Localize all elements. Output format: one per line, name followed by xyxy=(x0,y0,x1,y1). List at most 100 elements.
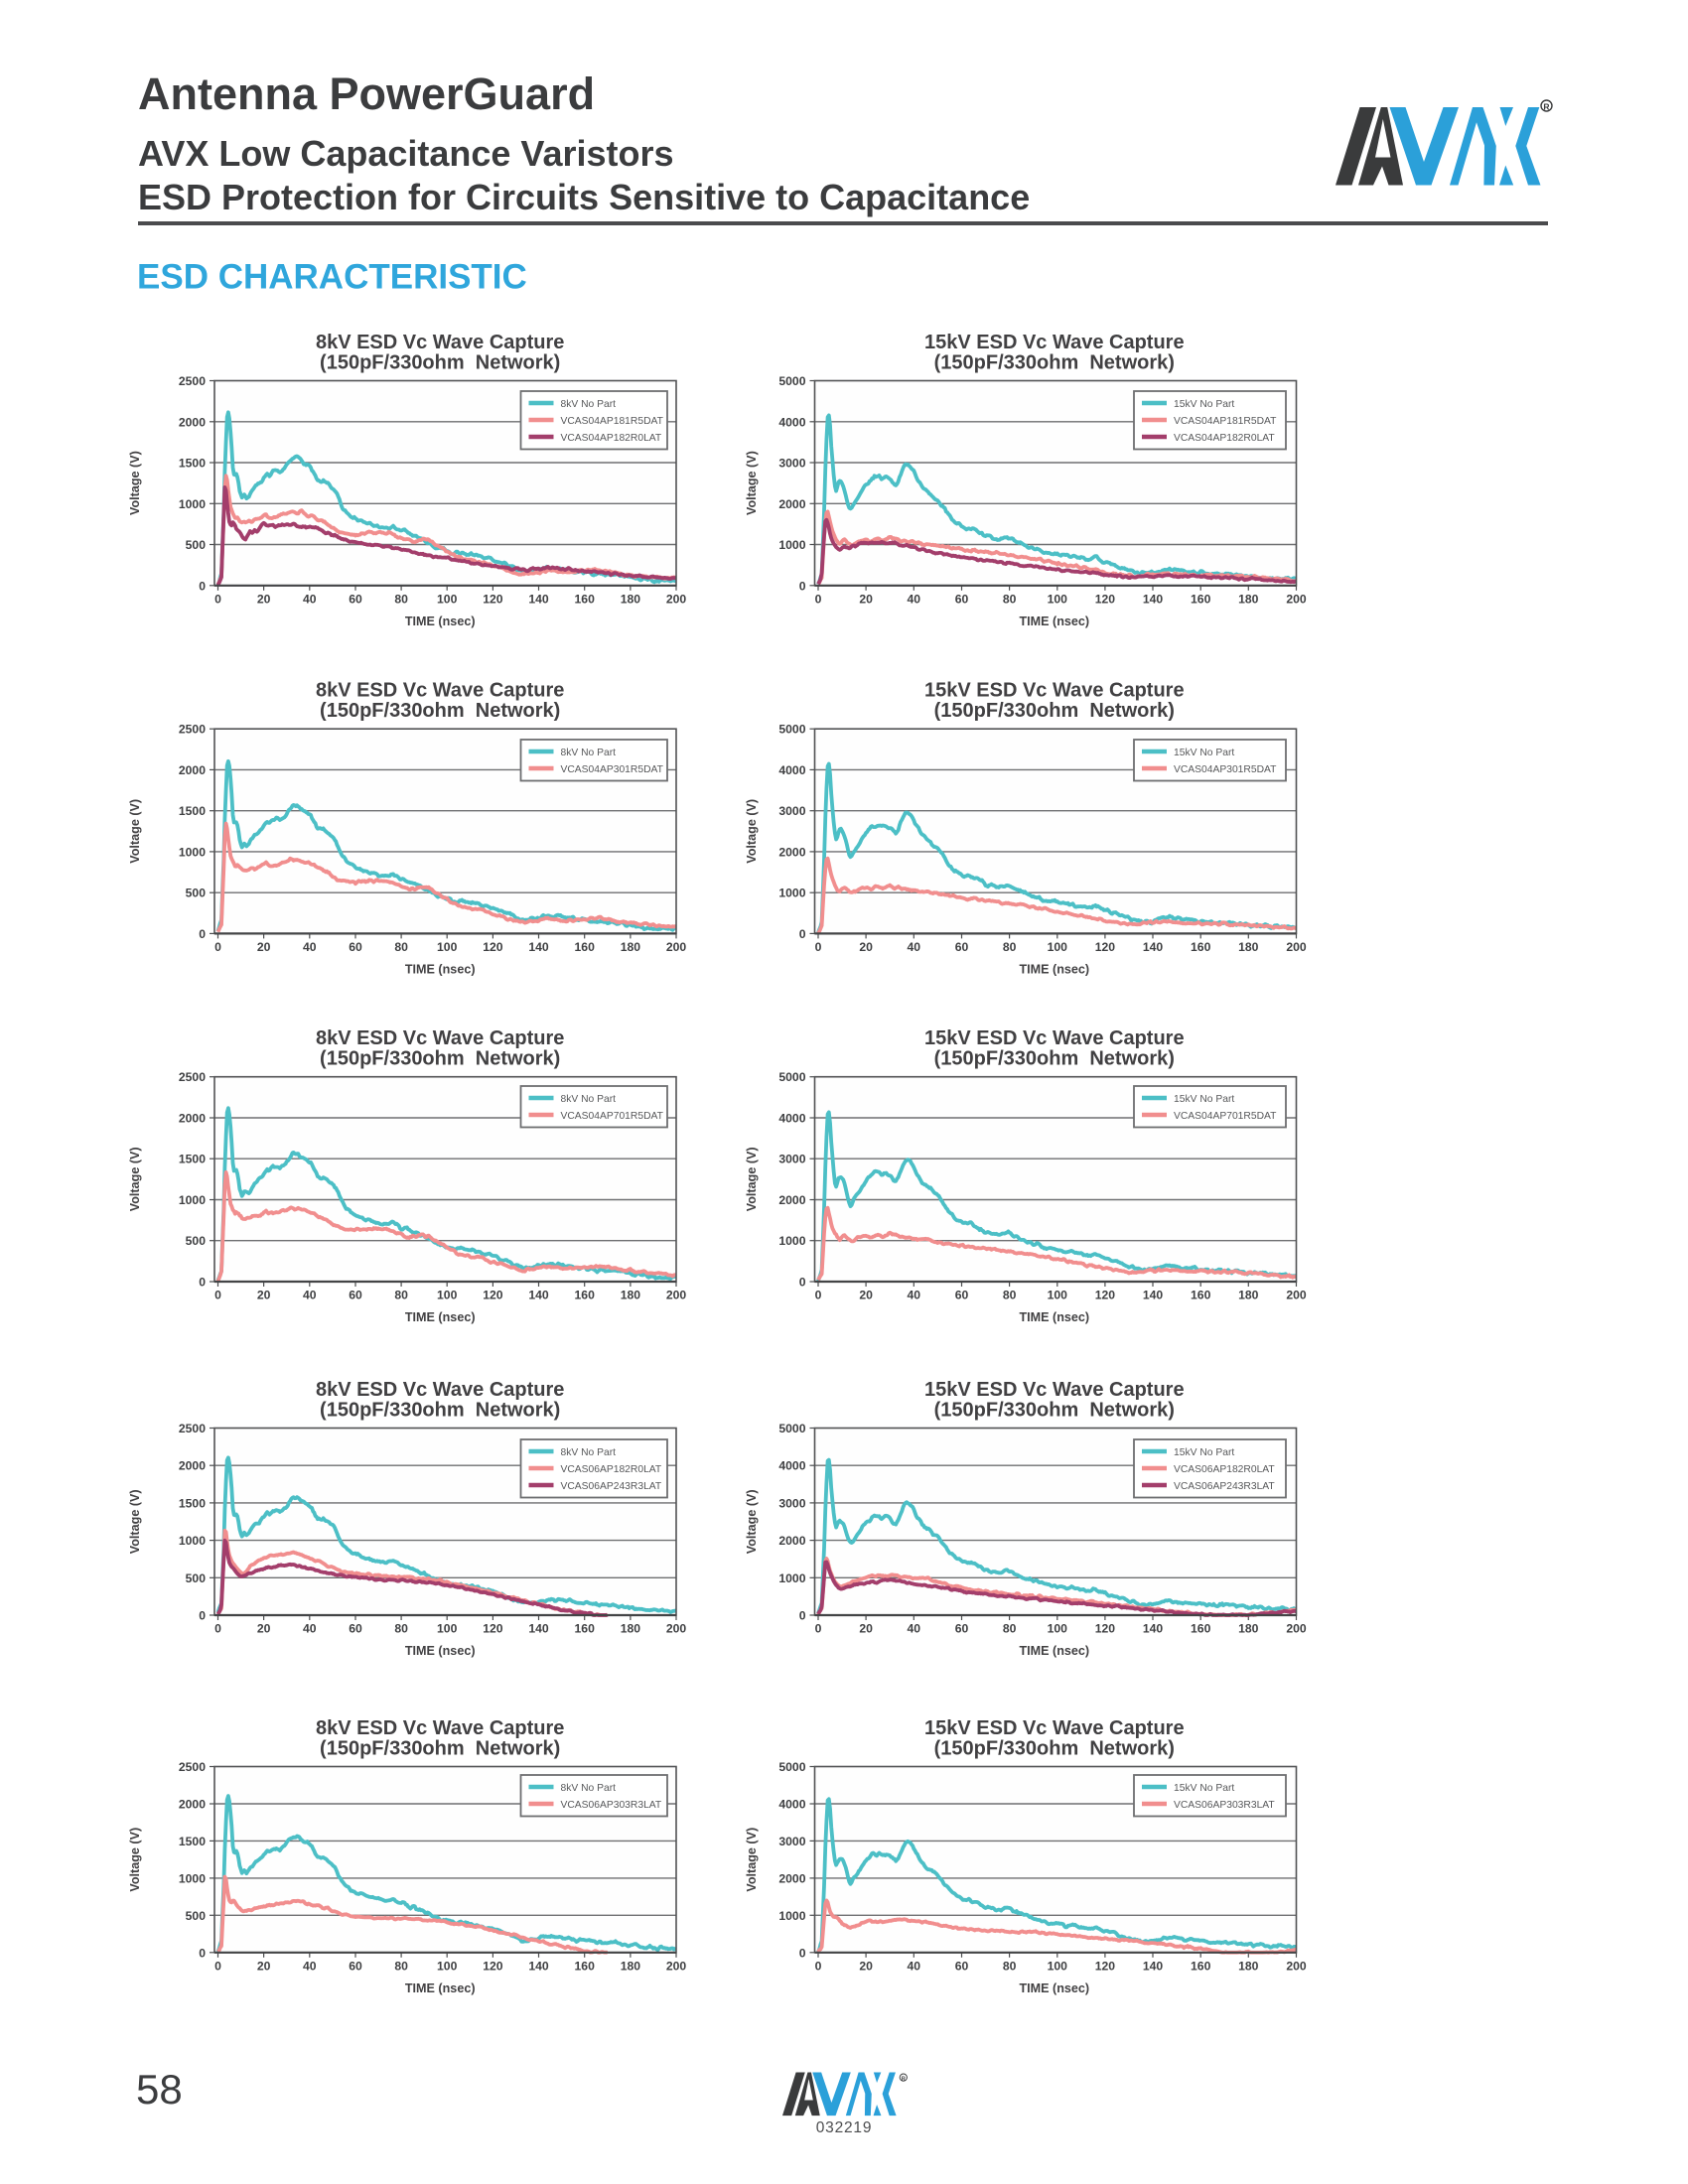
svg-text:15kV No Part: 15kV No Part xyxy=(1174,748,1234,758)
svg-text:60: 60 xyxy=(349,592,362,606)
svg-text:(150pF/330ohm Network): (150pF/330ohm Network) xyxy=(934,352,1175,374)
svg-text:Voltage (V): Voltage (V) xyxy=(745,1147,759,1211)
svg-text:160: 160 xyxy=(1191,1289,1211,1302)
svg-text:80: 80 xyxy=(394,1289,408,1302)
svg-text:VCAS04AP301R5DAT: VCAS04AP301R5DAT xyxy=(1174,764,1277,775)
svg-text:1000: 1000 xyxy=(778,1234,805,1248)
svg-text:5000: 5000 xyxy=(778,723,805,737)
svg-text:120: 120 xyxy=(1095,1959,1116,1973)
svg-text:120: 120 xyxy=(483,1959,503,1973)
svg-text:40: 40 xyxy=(908,1289,921,1302)
svg-text:15kV No Part: 15kV No Part xyxy=(1174,1447,1234,1458)
svg-text:140: 140 xyxy=(528,1289,549,1302)
svg-text:80: 80 xyxy=(1003,1622,1017,1636)
svg-text:100: 100 xyxy=(437,1289,458,1302)
svg-text:20: 20 xyxy=(257,1622,271,1636)
svg-text:20: 20 xyxy=(859,592,873,606)
svg-text:200: 200 xyxy=(666,592,687,606)
svg-text:R: R xyxy=(902,2076,906,2082)
svg-text:VCAS06AP243R3LAT: VCAS06AP243R3LAT xyxy=(561,1481,662,1492)
svg-text:180: 180 xyxy=(621,1289,641,1302)
svg-text:5000: 5000 xyxy=(778,1760,805,1774)
svg-text:TIME (nsec): TIME (nsec) xyxy=(1019,1644,1089,1658)
svg-text:500: 500 xyxy=(186,1909,207,1923)
svg-text:120: 120 xyxy=(483,940,503,954)
svg-text:15kV ESD Vc Wave Capture: 15kV ESD Vc Wave Capture xyxy=(924,1379,1185,1401)
svg-text:160: 160 xyxy=(575,1622,596,1636)
svg-text:VCAS04AP701R5DAT: VCAS04AP701R5DAT xyxy=(561,1111,664,1122)
svg-text:160: 160 xyxy=(1191,1622,1211,1636)
svg-text:4000: 4000 xyxy=(778,1112,805,1126)
svg-text:Antenna PowerGuard: Antenna PowerGuard xyxy=(138,68,595,119)
svg-text:40: 40 xyxy=(908,592,921,606)
svg-text:140: 140 xyxy=(1143,1289,1164,1302)
svg-text:1000: 1000 xyxy=(778,887,805,900)
svg-text:Voltage (V): Voltage (V) xyxy=(128,451,142,515)
svg-text:2000: 2000 xyxy=(179,415,206,429)
svg-text:500: 500 xyxy=(186,1571,207,1585)
svg-text:180: 180 xyxy=(621,1959,641,1973)
svg-text:VCAS04AP301R5DAT: VCAS04AP301R5DAT xyxy=(561,764,664,775)
svg-text:120: 120 xyxy=(1095,592,1116,606)
svg-text:ESD Protection for Circuits Se: ESD Protection for Circuits Sensitive to… xyxy=(138,177,1030,217)
svg-text:0: 0 xyxy=(799,927,806,941)
svg-text:15kV ESD Vc Wave Capture: 15kV ESD Vc Wave Capture xyxy=(924,332,1185,353)
svg-text:TIME (nsec): TIME (nsec) xyxy=(1019,1981,1089,1995)
svg-text:Voltage (V): Voltage (V) xyxy=(128,1828,142,1892)
svg-text:3000: 3000 xyxy=(778,1153,805,1166)
svg-text:20: 20 xyxy=(257,940,271,954)
svg-text:0: 0 xyxy=(799,579,806,593)
svg-text:80: 80 xyxy=(394,592,408,606)
svg-text:(150pF/330ohm Network): (150pF/330ohm Network) xyxy=(320,352,560,374)
svg-text:8kV ESD Vc Wave Capture: 8kV ESD Vc Wave Capture xyxy=(316,1379,564,1401)
svg-text:40: 40 xyxy=(908,1959,921,1973)
svg-text:2500: 2500 xyxy=(179,723,206,737)
svg-text:Voltage (V): Voltage (V) xyxy=(745,799,759,864)
svg-text:60: 60 xyxy=(955,592,969,606)
svg-text:1000: 1000 xyxy=(179,1871,206,1885)
svg-text:0: 0 xyxy=(799,1276,806,1290)
svg-text:140: 140 xyxy=(1143,1622,1164,1636)
svg-text:8kV ESD Vc Wave Capture: 8kV ESD Vc Wave Capture xyxy=(316,332,564,353)
svg-text:0: 0 xyxy=(815,592,822,606)
svg-text:2000: 2000 xyxy=(778,497,805,511)
svg-text:2000: 2000 xyxy=(179,1112,206,1126)
svg-text:2000: 2000 xyxy=(179,1798,206,1812)
svg-text:40: 40 xyxy=(303,1622,317,1636)
svg-text:180: 180 xyxy=(1238,1959,1259,1973)
svg-text:40: 40 xyxy=(908,940,921,954)
svg-text:200: 200 xyxy=(666,1959,687,1973)
svg-text:2500: 2500 xyxy=(179,1760,206,1774)
svg-text:180: 180 xyxy=(621,592,641,606)
svg-text:200: 200 xyxy=(1286,940,1307,954)
svg-text:1000: 1000 xyxy=(179,1193,206,1207)
svg-text:TIME (nsec): TIME (nsec) xyxy=(405,1644,476,1658)
svg-text:1500: 1500 xyxy=(179,804,206,818)
svg-text:140: 140 xyxy=(528,1622,549,1636)
svg-text:140: 140 xyxy=(1143,1959,1164,1973)
svg-text:VCAS06AP182R0LAT: VCAS06AP182R0LAT xyxy=(1174,1464,1275,1475)
svg-text:0: 0 xyxy=(199,1276,206,1290)
svg-text:15kV No Part: 15kV No Part xyxy=(1174,399,1234,410)
svg-text:1500: 1500 xyxy=(179,1153,206,1166)
svg-text:0: 0 xyxy=(815,940,822,954)
svg-text:15kV No Part: 15kV No Part xyxy=(1174,1094,1234,1105)
svg-text:15kV ESD Vc Wave Capture: 15kV ESD Vc Wave Capture xyxy=(924,1027,1185,1049)
svg-text:Voltage (V): Voltage (V) xyxy=(745,451,759,515)
svg-text:4000: 4000 xyxy=(778,415,805,429)
svg-text:160: 160 xyxy=(1191,1959,1211,1973)
svg-text:8kV ESD Vc Wave Capture: 8kV ESD Vc Wave Capture xyxy=(316,1027,564,1049)
svg-text:Voltage (V): Voltage (V) xyxy=(128,1147,142,1211)
svg-text:500: 500 xyxy=(186,887,207,900)
svg-text:VCAS04AP182R0LAT: VCAS04AP182R0LAT xyxy=(1174,433,1275,444)
svg-text:160: 160 xyxy=(1191,940,1211,954)
svg-text:8kV No Part: 8kV No Part xyxy=(561,399,617,410)
svg-text:(150pF/330ohm Network): (150pF/330ohm Network) xyxy=(934,1400,1175,1422)
svg-text:160: 160 xyxy=(575,1289,596,1302)
svg-text:0: 0 xyxy=(214,1959,221,1973)
svg-text:100: 100 xyxy=(1048,592,1068,606)
svg-text:60: 60 xyxy=(955,1959,969,1973)
svg-text:100: 100 xyxy=(437,592,458,606)
svg-text:3000: 3000 xyxy=(778,804,805,818)
svg-text:100: 100 xyxy=(437,940,458,954)
